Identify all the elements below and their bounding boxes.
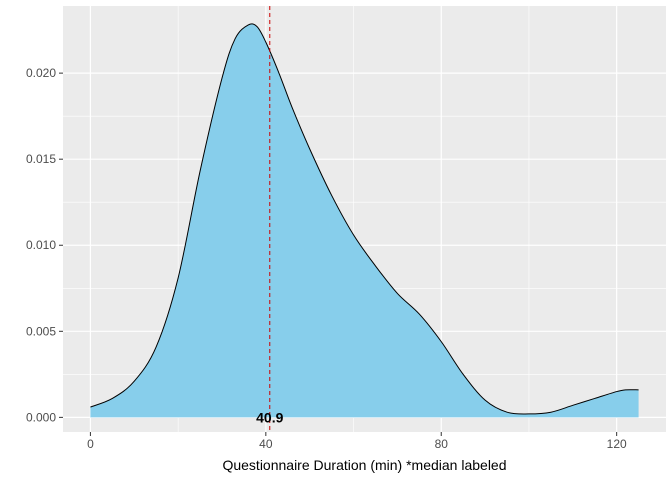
y-tick-label: 0.005 bbox=[26, 324, 56, 338]
x-tick-label: 0 bbox=[87, 437, 94, 451]
y-tick-label: 0.000 bbox=[26, 410, 56, 424]
y-tick-label: 0.015 bbox=[26, 152, 56, 166]
y-axis: 0.000 0.005 0.010 0.015 0.020 bbox=[26, 66, 63, 424]
density-curve bbox=[90, 23, 639, 415]
y-tick-label: 0.020 bbox=[26, 66, 56, 80]
density-area bbox=[90, 23, 639, 418]
x-axis: 0 40 80 120 bbox=[87, 432, 627, 451]
x-tick-label: 80 bbox=[435, 437, 449, 451]
x-axis-title: Questionnaire Duration (min) *median lab… bbox=[222, 457, 506, 473]
y-tick-label: 0.010 bbox=[26, 238, 56, 252]
x-tick-label: 120 bbox=[607, 437, 627, 451]
median-label: 40.9 bbox=[256, 409, 283, 425]
x-tick-label: 40 bbox=[259, 437, 273, 451]
